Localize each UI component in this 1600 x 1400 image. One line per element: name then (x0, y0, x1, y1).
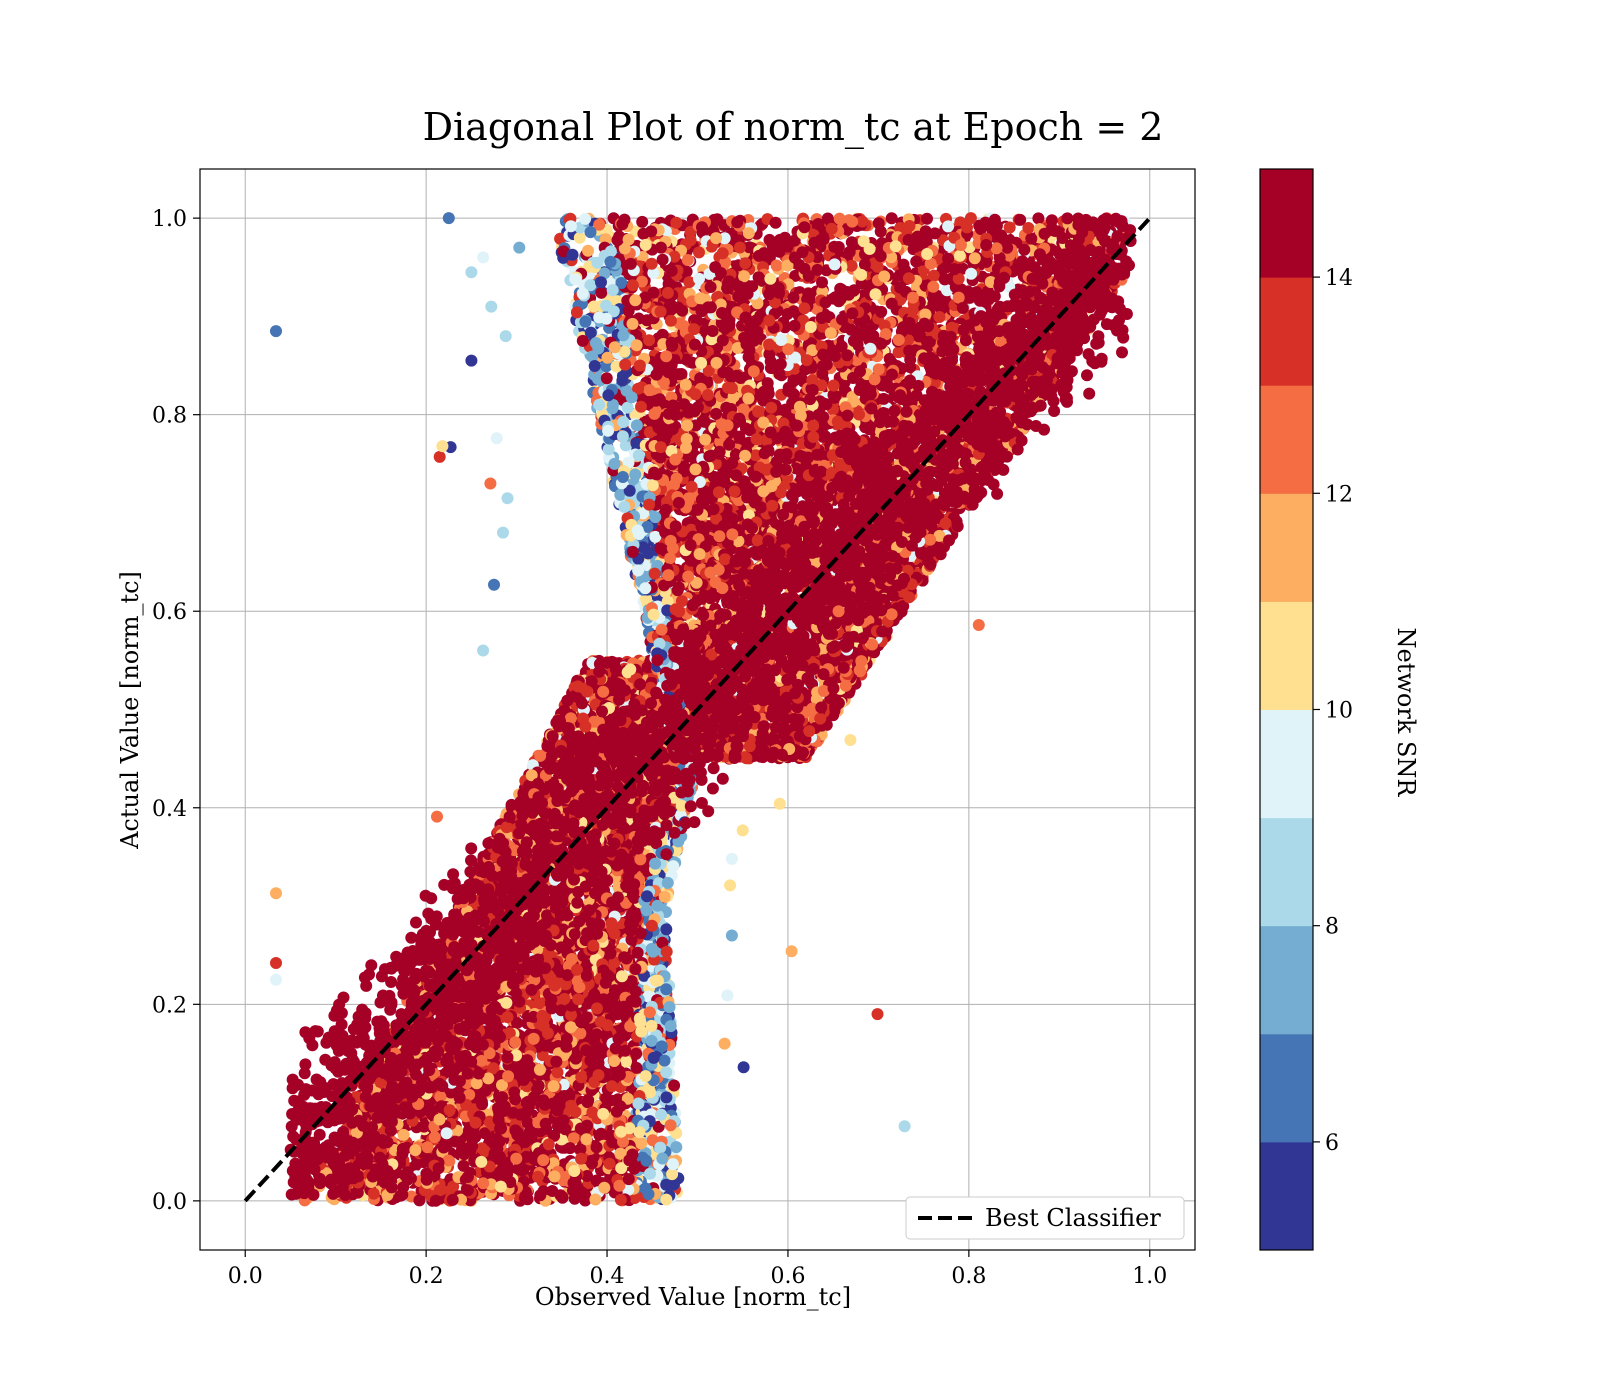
scatter-point (556, 1191, 569, 1203)
scatter-point (640, 1154, 653, 1167)
scatter-point (660, 1091, 673, 1104)
scatter-point (413, 1194, 426, 1207)
scatter-point (670, 1141, 683, 1154)
plot-area: 0.0 0.2 0.4 0.6 0.8 1.00.00.20.40.60.81.0 (152, 168, 1196, 1289)
scatter-point (418, 1120, 430, 1133)
scatter-point (660, 1193, 673, 1206)
chart-title: Diagonal Plot of norm_tc at Epoch = 2 (423, 105, 1164, 150)
scatter-point (367, 1187, 380, 1200)
scatter-point (433, 1184, 446, 1197)
scatter-point (533, 1063, 546, 1076)
scatter-point (635, 1137, 648, 1150)
scatter-points (270, 212, 1137, 1207)
